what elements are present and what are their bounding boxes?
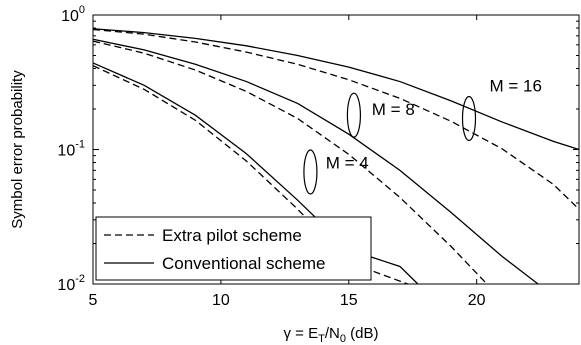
legend: Extra pilot scheme Conventional scheme xyxy=(95,216,372,281)
series-line-m4-dashed xyxy=(92,65,408,285)
group-marker-ellipse xyxy=(346,92,362,138)
series-lines xyxy=(92,28,580,285)
x-tick-label: 10 xyxy=(212,292,230,309)
group-marker-ellipse xyxy=(303,149,318,195)
legend-box xyxy=(95,216,372,281)
group-annotation-label: M = 16 xyxy=(489,76,541,95)
legend-label: Extra pilot scheme xyxy=(162,226,302,245)
series-line-m4-solid xyxy=(92,62,419,285)
y-tick-label: 10-2 xyxy=(57,273,85,294)
group-marker-ellipse xyxy=(461,95,477,142)
axis-ticks: 5 10 15 20 10-2 10-1 100 xyxy=(57,4,579,309)
x-tick-label: 15 xyxy=(340,292,358,309)
y-tick-label: 10-1 xyxy=(57,139,85,160)
y-axis-label: Symbol error probability xyxy=(9,70,26,229)
series-line-m8-dashed xyxy=(92,40,488,285)
x-tick-label: 5 xyxy=(89,292,98,309)
x-tick-label: 20 xyxy=(468,292,486,309)
group-annotation-label: M = 8 xyxy=(372,100,415,119)
series-line-m16-solid xyxy=(92,28,580,151)
series-line-m8-solid xyxy=(92,38,539,285)
legend-label: Conventional scheme xyxy=(162,254,325,273)
group-annotation-label: M = 4 xyxy=(326,154,369,173)
y-tick-label: 100 xyxy=(61,4,85,25)
annotation-markers: M = 4 M = 8 M = 16 xyxy=(303,76,542,195)
x-axis-label: γ = ET/N0 (dB) xyxy=(284,325,379,345)
